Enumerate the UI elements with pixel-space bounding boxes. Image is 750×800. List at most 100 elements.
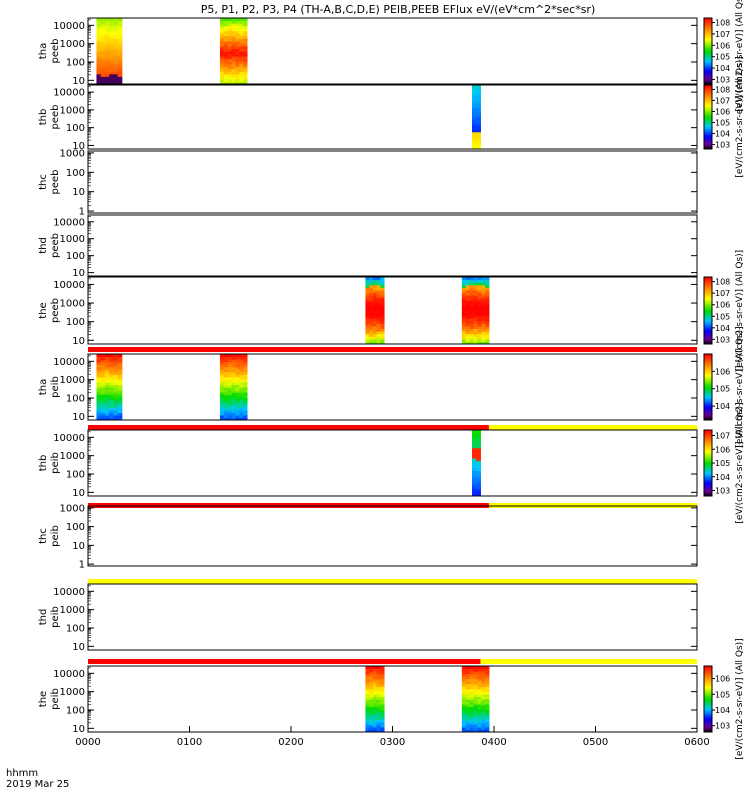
- spectrogram-cell: [231, 45, 236, 49]
- colorbar-swatch: [704, 670, 712, 674]
- spectrogram-cell: [472, 483, 477, 487]
- spectrogram-cell: [104, 381, 110, 385]
- colorbar-swatch: [704, 121, 712, 124]
- spectrogram-cell: [380, 709, 385, 713]
- spectrogram-cell: [380, 287, 385, 291]
- spectrogram-cell: [100, 43, 106, 47]
- spectrogram-cell: [465, 289, 471, 293]
- spectrogram-cell: [117, 71, 123, 75]
- colorbar-label: [eV/(cm2-s-sr-eV)] (All Qs)]: [735, 402, 745, 523]
- spectrogram-cell: [235, 356, 240, 360]
- spectrogram-cell: [380, 676, 385, 680]
- spectrogram-cell: [223, 387, 229, 391]
- colorbar-swatch: [704, 34, 712, 37]
- colorbar-swatch: [704, 330, 712, 333]
- colorbar-swatch: [704, 433, 712, 436]
- colorbar-swatch: [704, 718, 712, 721]
- spectrogram-cell: [104, 387, 110, 391]
- spectrogram-cell: [476, 457, 481, 461]
- spectrogram-cell: [239, 374, 244, 378]
- spectrogram-cell: [231, 73, 236, 77]
- spectrogram-cell: [231, 407, 236, 411]
- spectrogram-cell: [365, 729, 370, 733]
- colorbar-swatch: [704, 710, 712, 713]
- colorbar-swatch: [704, 454, 712, 457]
- spectrogram-cell: [380, 666, 385, 670]
- spectrogram-cell: [227, 45, 233, 49]
- spectrogram-cell: [243, 56, 248, 60]
- spectrogram-cell: [476, 139, 481, 143]
- spectrogram-cell: [100, 78, 106, 82]
- colorbar-swatch: [704, 57, 712, 60]
- spectrogram-cell: [100, 58, 106, 62]
- spectrogram-cell: [469, 302, 474, 306]
- spectrogram-cell: [231, 78, 236, 82]
- spectrogram-cell: [223, 371, 229, 375]
- colorbar-swatch: [704, 313, 712, 317]
- spectrogram-cell: [472, 144, 477, 148]
- spectrogram-cell: [481, 333, 486, 337]
- spectrogram-cell: [372, 721, 378, 725]
- spectrogram-cell: [239, 369, 244, 373]
- colorbar-swatch: [704, 689, 712, 692]
- spectrogram-cell: [469, 676, 474, 680]
- colorbar-swatch: [704, 705, 712, 708]
- spectrogram-cell: [243, 73, 248, 77]
- spectrogram-cell: [235, 25, 240, 29]
- colorbar-label: [eV/(cm2-s-sr-eV)] (All Qs)]: [735, 326, 745, 447]
- spectrogram-cell: [372, 297, 378, 301]
- spectrogram-cell: [109, 23, 114, 27]
- colorbar-swatch: [704, 99, 712, 102]
- spectrogram-cell: [372, 699, 378, 703]
- y-tick-label: 100: [66, 624, 85, 635]
- spectrogram-cell: [235, 58, 240, 62]
- spectrogram-cell: [117, 43, 123, 47]
- spectrogram-cell: [477, 719, 482, 723]
- colorbar-swatch: [704, 318, 712, 322]
- spectrogram-cell: [239, 381, 244, 385]
- colorbar-swatch: [704, 410, 712, 413]
- spectrogram-cell: [481, 721, 486, 725]
- spectrogram-cell: [461, 691, 467, 695]
- spectrogram-cell: [223, 66, 229, 70]
- spectrogram-cell: [223, 33, 229, 37]
- spectrogram-cell: [481, 307, 486, 311]
- colorbar-swatch: [704, 679, 712, 682]
- spectrogram-cell: [473, 333, 478, 337]
- spectrogram-cell: [380, 341, 385, 345]
- spectrogram-cell: [380, 300, 385, 304]
- spectrogram-cell: [372, 716, 378, 720]
- spectrogram-cell: [219, 359, 225, 363]
- spectrogram-cell: [472, 457, 477, 461]
- colorbar-swatch: [704, 707, 712, 710]
- spectrogram-cell: [223, 356, 229, 360]
- spectrogram-cell: [365, 336, 370, 340]
- spectrogram-cell: [485, 714, 490, 718]
- colorbar-swatch: [704, 477, 712, 480]
- spectrogram-cell: [227, 402, 233, 406]
- spectrogram-cell: [472, 460, 477, 464]
- colorbar-swatch: [704, 416, 712, 419]
- spectrogram-cell: [472, 450, 477, 454]
- spectrogram-cell: [472, 445, 477, 449]
- spectrogram-cell: [465, 307, 471, 311]
- spectrogram-cell: [461, 323, 467, 327]
- spectrogram-segment: [472, 430, 481, 497]
- spectrogram-cell: [223, 18, 229, 22]
- y-tick-label: 100: [66, 123, 85, 134]
- colorbar-swatch: [704, 112, 712, 115]
- spectrogram-cell: [239, 68, 244, 72]
- spectrogram-cell: [227, 399, 233, 403]
- spectrogram-segment: [472, 85, 481, 150]
- spectrogram-cell: [235, 53, 240, 57]
- spectrogram-cell: [235, 48, 240, 52]
- y-tick-label: 10000: [53, 433, 85, 444]
- spectrogram-cell: [465, 681, 471, 685]
- spectrogram-cell: [376, 307, 381, 311]
- spectrogram-cell: [235, 361, 240, 365]
- spectrogram-cell: [113, 417, 119, 421]
- colorbar-tick-label: 103: [715, 141, 730, 150]
- spectrogram-cell: [231, 53, 236, 57]
- spectrogram-cell: [380, 678, 385, 682]
- spectrogram-cell: [227, 48, 233, 52]
